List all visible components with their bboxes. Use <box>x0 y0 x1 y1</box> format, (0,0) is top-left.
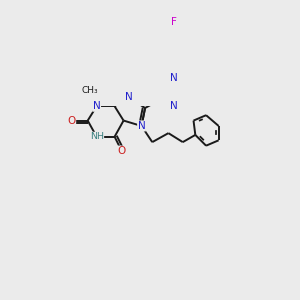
Text: O: O <box>68 116 76 126</box>
Text: O: O <box>118 146 126 156</box>
Text: F: F <box>171 17 177 27</box>
Text: N: N <box>138 121 146 131</box>
Text: N: N <box>93 101 101 111</box>
Text: N: N <box>170 73 178 82</box>
Text: N: N <box>170 101 178 111</box>
Text: CH₃: CH₃ <box>81 85 98 94</box>
Text: NH: NH <box>90 132 104 141</box>
Text: N: N <box>125 92 133 102</box>
